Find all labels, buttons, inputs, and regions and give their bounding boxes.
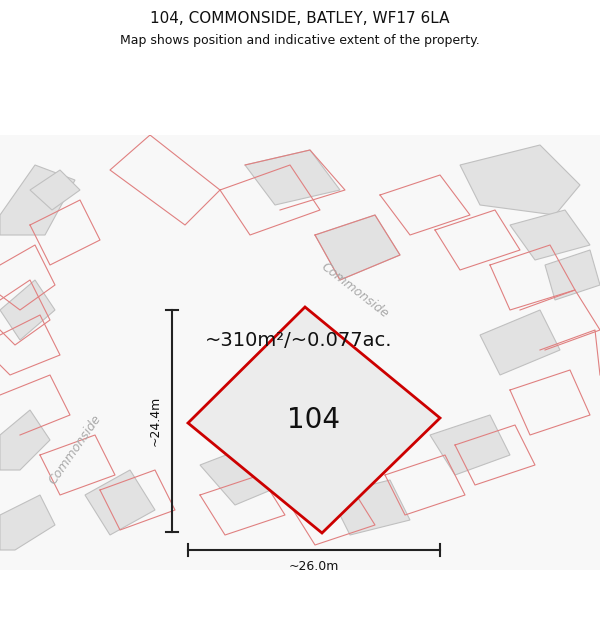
Polygon shape xyxy=(0,165,75,235)
Polygon shape xyxy=(188,307,440,533)
Text: Map shows position and indicative extent of the property.: Map shows position and indicative extent… xyxy=(120,34,480,47)
Polygon shape xyxy=(480,310,560,375)
Polygon shape xyxy=(30,170,80,210)
Polygon shape xyxy=(460,145,580,215)
Polygon shape xyxy=(245,150,340,205)
Polygon shape xyxy=(430,415,510,475)
Text: Contains OS data © Crown copyright and database right 2021. This information is : Contains OS data © Crown copyright and d… xyxy=(12,490,588,535)
Polygon shape xyxy=(85,470,155,535)
Polygon shape xyxy=(200,440,295,505)
Text: 104, COMMONSIDE, BATLEY, WF17 6LA: 104, COMMONSIDE, BATLEY, WF17 6LA xyxy=(150,11,450,26)
Text: Commonside: Commonside xyxy=(46,412,104,488)
Polygon shape xyxy=(0,280,55,340)
Polygon shape xyxy=(510,210,590,260)
Polygon shape xyxy=(0,410,50,470)
Text: 104: 104 xyxy=(287,406,340,434)
Polygon shape xyxy=(315,215,400,280)
Polygon shape xyxy=(0,495,55,550)
Polygon shape xyxy=(330,480,410,535)
Text: ~24.4m: ~24.4m xyxy=(149,396,162,446)
Text: ~310m²/~0.077ac.: ~310m²/~0.077ac. xyxy=(205,331,392,349)
Polygon shape xyxy=(545,250,600,300)
Text: ~26.0m: ~26.0m xyxy=(289,560,339,573)
Text: Commonside: Commonside xyxy=(319,260,391,320)
